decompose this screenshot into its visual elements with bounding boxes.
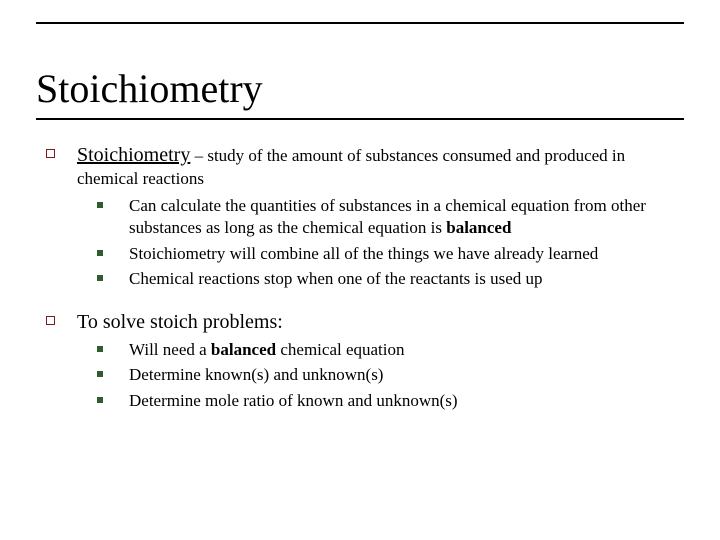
filled-square-bullet-icon [97,397,103,403]
filled-square-bullet-icon [97,275,103,281]
filled-square-bullet-icon [97,250,103,256]
list-item-body: Stoichiometry – study of the amount of s… [77,142,684,291]
sub-list-item: Will need a balanced chemical equation [97,339,684,361]
sub-item-text: Determine mole ratio of known and unknow… [129,390,684,412]
top-horizontal-rule [36,22,684,24]
lead-term: To solve stoich problems: [77,311,283,333]
sub-item-text: Determine known(s) and unknown(s) [129,364,684,386]
slide-title: Stoichiometry [36,65,684,112]
sub-item-text: Chemical reactions stop when one of the … [129,268,684,290]
sub-list-item: Can calculate the quantities of substanc… [97,195,684,240]
slide-content: Stoichiometry Stoichiometry – study of t… [36,65,684,430]
filled-square-bullet-icon [97,371,103,377]
list-item: To solve stoich problems: Will need a ba… [36,309,684,413]
sub-list: Can calculate the quantities of substanc… [77,195,684,291]
sub-list-item: Determine mole ratio of known and unknow… [97,390,684,412]
sub-item-text: Stoichiometry will combine all of the th… [129,243,684,265]
list-item-body: To solve stoich problems: Will need a ba… [77,309,684,413]
title-underline-rule [36,118,684,120]
outline-square-bullet-icon [46,316,55,325]
outline-square-bullet-icon [46,149,55,158]
lead-term: Stoichiometry [77,144,190,166]
sub-list-item: Chemical reactions stop when one of the … [97,268,684,290]
filled-square-bullet-icon [97,346,103,352]
list-item: Stoichiometry – study of the amount of s… [36,142,684,291]
filled-square-bullet-icon [97,202,103,208]
sub-item-text: Can calculate the quantities of substanc… [129,195,684,240]
sub-list-item: Determine known(s) and unknown(s) [97,364,684,386]
sub-list-item: Stoichiometry will combine all of the th… [97,243,684,265]
sub-item-text: Will need a balanced chemical equation [129,339,684,361]
sub-list: Will need a balanced chemical equation D… [77,339,684,412]
